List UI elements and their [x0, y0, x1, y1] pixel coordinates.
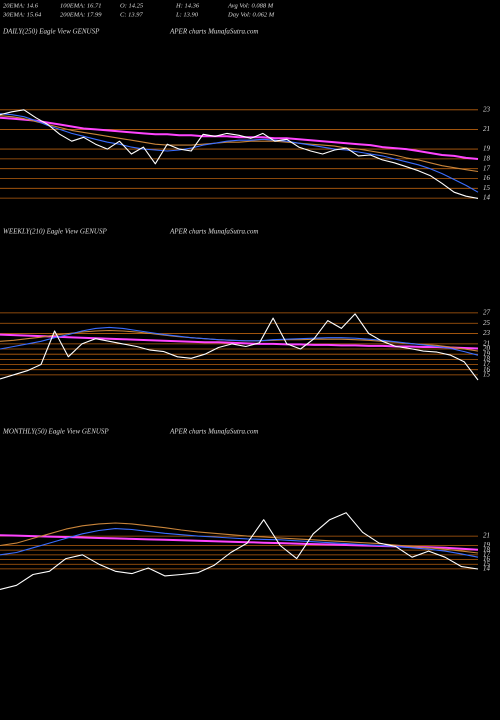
- header-stat: 20EMA: 14.6: [3, 2, 39, 9]
- y-tick-label: 17: [483, 550, 491, 558]
- header-stat: 100EMA: 16.71: [60, 2, 102, 9]
- header-stat: Day Vol: 0.062 M: [227, 11, 275, 18]
- series-line: [0, 313, 479, 381]
- y-tick-label: 19: [483, 350, 491, 358]
- series-line: [0, 113, 479, 193]
- y-tick-label: 19: [483, 541, 491, 549]
- y-tick-label: 21: [483, 339, 490, 347]
- header-stat: L: 13.90: [175, 11, 199, 18]
- y-tick-label: 23: [483, 105, 491, 113]
- y-tick-label: 17: [483, 164, 491, 172]
- y-tick-label: 23: [483, 329, 491, 337]
- panel-title: DAILY(250) Eagle View GENUSP: [2, 28, 100, 36]
- y-tick-label: 15: [483, 370, 491, 378]
- series-line: [0, 512, 479, 591]
- header-stat: O: 14.25: [120, 2, 144, 9]
- header-stat: 200EMA: 17.99: [60, 11, 102, 18]
- y-tick-label: 15: [483, 560, 491, 568]
- series-line: [0, 326, 479, 356]
- panel-subtitle: APER charts MunafaSutra.com: [169, 28, 258, 36]
- y-tick-label: 18: [483, 154, 491, 162]
- series-line: [0, 116, 479, 160]
- series-line: [0, 109, 479, 199]
- panel-title: WEEKLY(210) Eagle View GENUSP: [3, 228, 107, 236]
- panel-title: MONTHLY(50) Eagle View GENUSP: [2, 428, 109, 436]
- y-tick-label: 19: [483, 145, 491, 153]
- series-line: [0, 528, 479, 558]
- y-tick-label: 21: [483, 125, 490, 133]
- y-tick-label: 18: [483, 355, 491, 363]
- y-tick-label: 17: [483, 360, 491, 368]
- y-tick-label: 27: [483, 309, 491, 317]
- series-line: [0, 522, 479, 554]
- y-tick-label: 15: [483, 184, 491, 192]
- header-stat: H: 14.36: [175, 2, 200, 9]
- header-stat: Avg Vol: 0.088 M: [227, 2, 274, 9]
- series-line: [0, 115, 479, 173]
- y-tick-label: 14: [483, 194, 491, 202]
- panel-subtitle: APER charts MunafaSutra.com: [169, 228, 258, 236]
- y-tick-label: 25: [483, 319, 491, 327]
- y-tick-label: 16: [483, 174, 491, 182]
- header-stat: 30EMA: 15.64: [2, 11, 42, 18]
- y-tick-label: 21: [483, 532, 490, 540]
- y-tick-label: 18: [483, 546, 491, 554]
- panel-subtitle: APER charts MunafaSutra.com: [169, 428, 258, 436]
- y-tick-label: 16: [483, 555, 491, 563]
- header-stat: C: 13.97: [120, 11, 144, 18]
- y-tick-label: 14: [483, 565, 491, 573]
- series-line: [0, 333, 479, 350]
- y-tick-label: 20: [483, 345, 491, 353]
- y-tick-label: 16: [483, 365, 491, 373]
